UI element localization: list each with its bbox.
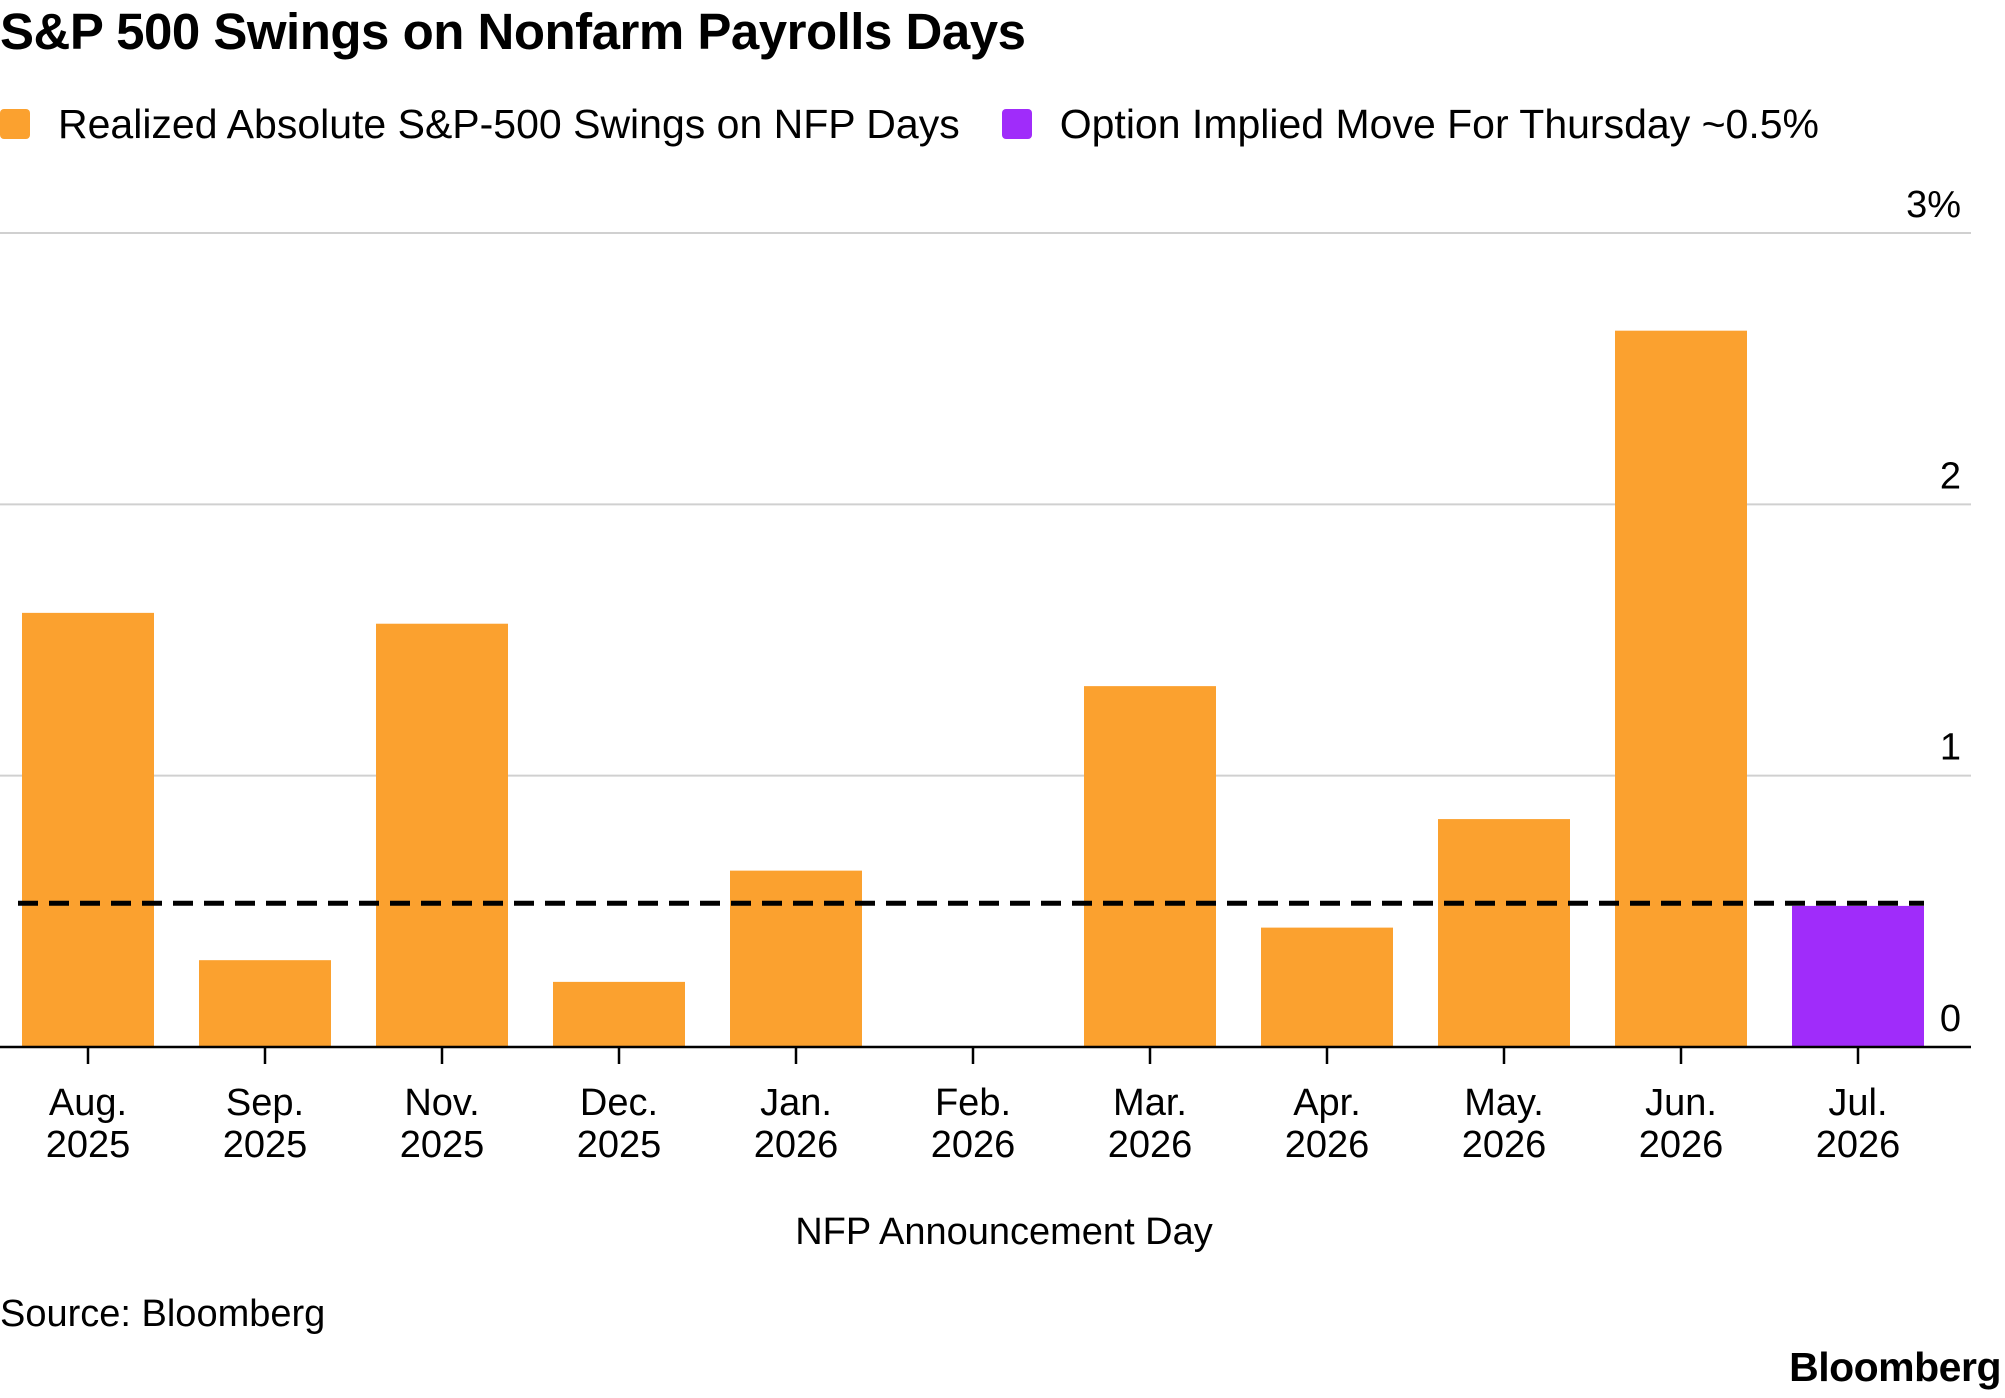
bar-realized [730,870,862,1047]
x-tick-label-year: 2026 [931,1124,1016,1166]
x-tick-label-year: 2026 [754,1124,839,1166]
x-axis-title: NFP Announcement Day [795,1211,1213,1253]
bar-implied [1792,905,1924,1047]
legend-swatch-implied [1001,109,1032,139]
bar-realized [199,960,331,1047]
bar-realized [376,623,508,1047]
x-tick-label-month: Jun. [1645,1082,1717,1124]
x-tick-label-year: 2026 [1285,1124,1370,1166]
chart-legend: Realized Absolute S&P-500 Swings on NFP … [0,96,1861,152]
x-tick-label-month: Dec. [580,1082,658,1124]
bar-realized [22,612,154,1047]
source-note: Source: Bloomberg [0,1293,326,1335]
chart-title: S&P 500 Swings on Nonfarm Payrolls Days [0,3,1026,60]
bar-realized [1261,927,1393,1047]
x-tick-label-month: Nov. [404,1082,479,1124]
x-tick-label-month: Aug. [49,1082,127,1124]
bar-realized [1438,819,1570,1047]
x-tick-label-year: 2025 [400,1124,485,1166]
x-tick-label-month: Apr. [1293,1082,1361,1124]
bar-realized [1615,330,1747,1047]
legend-label-implied: Option Implied Move For Thursday ~0.5% [1059,100,1819,147]
y-tick-label: 2 [1940,455,1961,497]
bar-realized [553,981,685,1047]
x-tick-label-month: May. [1464,1082,1544,1124]
x-tick-label-month: Feb. [935,1082,1011,1124]
y-tick-label: 0 [1940,998,1961,1040]
x-tick-label-year: 2025 [577,1124,662,1166]
x-tick-label-year: 2026 [1816,1124,1901,1166]
legend-label-realized: Realized Absolute S&P-500 Swings on NFP … [58,100,960,147]
x-tick-label-year: 2026 [1462,1124,1547,1166]
x-tick-label-year: 2026 [1108,1124,1193,1166]
legend-item-implied: Option Implied Move For Thursday ~0.5% [1001,100,1819,148]
bloomberg-logo: Bloomberg [1789,1344,2001,1390]
x-tick-label-month: Jan. [760,1082,832,1124]
x-tick-label-month: Sep. [226,1082,304,1124]
legend-swatch-realized [0,109,30,139]
x-tick-label-year: 2025 [46,1124,131,1166]
x-tick-label-month: Jul. [1828,1082,1887,1124]
x-tick-label-year: 2026 [1639,1124,1724,1166]
bar-realized [1084,686,1216,1047]
legend-item-realized: Realized Absolute S&P-500 Swings on NFP … [0,101,960,148]
y-tick-label: 1 [1940,727,1961,769]
x-tick-label-year: 2025 [223,1124,308,1166]
x-tick-label-month: Mar. [1113,1082,1187,1124]
y-tick-label: 3% [1906,184,1961,226]
